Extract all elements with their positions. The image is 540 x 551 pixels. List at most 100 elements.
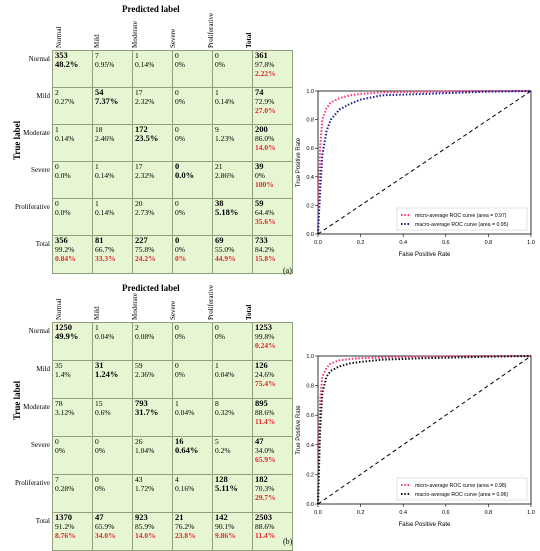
- legend-box: [396, 207, 528, 231]
- matrix-cell-mild-moderate: 59 2.36%: [132, 360, 173, 399]
- total-cell-mild-total: 74 72.9% 27.0%: [252, 87, 293, 125]
- matrix-cell-moderate-severe: 1 0.04%: [172, 398, 213, 437]
- total-cell-total-total: 733 84.2% 15.8%: [252, 235, 293, 274]
- predicted-label-title: Predicted label: [122, 4, 180, 14]
- column-header-total: Total: [245, 32, 253, 48]
- matrix-cell-severe-moderate: 26 1.04%: [132, 436, 173, 475]
- y-tick-label: 0.6: [306, 146, 314, 152]
- cell-count: 47: [95, 512, 104, 522]
- cell-count: 0: [175, 88, 179, 97]
- column-header-moderate: Moderate: [131, 293, 139, 320]
- cell-error-percent: 65.9%: [255, 455, 276, 464]
- x-tick-label: 0.8: [485, 510, 493, 516]
- cell-percent: 2.73%: [135, 208, 155, 217]
- true-label-title: True label: [12, 120, 22, 160]
- total-cell-total-severe: 21 76.2% 23.8%: [172, 512, 213, 551]
- cell-count: 0: [55, 437, 59, 446]
- cell-error-percent: 14.0%: [135, 531, 156, 540]
- y-tick-label: 0.0: [306, 502, 314, 508]
- cell-count: 1: [215, 88, 219, 97]
- matrix-row-severe: 0 0% 0 0% 26 1.04% 16 0.64% 5 0.2% 47 34.0% 65.9%: [52, 436, 293, 475]
- cell-count: 923: [135, 512, 148, 522]
- matrix-cell-mild-normal: 2 0.27%: [52, 87, 93, 125]
- cell-count: 1: [175, 399, 179, 408]
- cell-count: 21: [215, 162, 223, 171]
- cell-percent: 64.4%: [255, 208, 275, 217]
- cell-percent: 2.86%: [215, 171, 235, 180]
- matrix-row-moderate: 1 0.14% 18 2.46% 172 23.5% 0 0% 9 1.23% 200 86.0% 14…: [52, 124, 293, 162]
- cell-count: 1250: [55, 322, 72, 332]
- cell-percent: 0.08%: [135, 332, 155, 341]
- cell-count: 0: [175, 161, 180, 171]
- cell-percent: 91.2%: [55, 522, 75, 531]
- cell-count: 15: [95, 399, 103, 408]
- cell-error-percent: 9.86%: [215, 531, 236, 540]
- cell-percent: 0%: [175, 208, 185, 217]
- cell-percent: 88.6%: [255, 408, 275, 417]
- total-cell-total-moderate: 227 75.8% 24.2%: [132, 235, 173, 274]
- cell-percent: 49.9%: [55, 331, 79, 341]
- matrix-cell-proliferative-proliferative: 38 5.18%: [212, 198, 253, 236]
- cell-percent: 48.2%: [55, 59, 79, 69]
- cell-error-percent: 23.8%: [175, 531, 196, 540]
- x-tick-label: 0.0: [314, 510, 322, 516]
- matrix-row-total: 1370 91.2% 8.76% 47 65.9% 34.0% 923 85.9% 14.0% 2…: [52, 512, 293, 551]
- row-header-proliferative: Proliferative: [15, 479, 50, 487]
- matrix-cell-normal-mild: 7 0.95%: [92, 50, 133, 88]
- cell-percent: 0.16%: [175, 484, 195, 493]
- cell-percent: 0%: [175, 370, 185, 379]
- cell-count: 895: [255, 398, 268, 408]
- matrix-cell-mild-mild: 54 7.37%: [92, 87, 133, 125]
- matrix-cell-proliferative-normal: 7 0.28%: [52, 474, 93, 513]
- row-header-severe: Severe: [30, 166, 50, 174]
- total-cell-normal-total: 361 97.8% 2.22%: [252, 50, 293, 88]
- cell-count: 9: [215, 125, 219, 134]
- total-cell-total-normal: 356 99.2% 0.84%: [52, 235, 93, 274]
- y-tick-label: 0.0: [306, 232, 314, 238]
- matrix-row-severe: 0 0.0% 1 0.14% 17 2.32% 0 0.0% 21 2.86% 39 0% 100%: [52, 161, 293, 199]
- total-cell-moderate-total: 200 86.0% 14.0%: [252, 124, 293, 162]
- cell-count: 356: [55, 235, 68, 245]
- cell-count: 361: [255, 50, 268, 60]
- total-cell-total-moderate: 923 85.9% 14.0%: [132, 512, 173, 551]
- matrix-cell-normal-proliferative: 0 0%: [212, 50, 253, 88]
- matrix-cell-normal-severe: 0 0%: [172, 50, 213, 88]
- cell-percent: 0.04%: [215, 370, 235, 379]
- cell-percent: 85.9%: [135, 522, 155, 531]
- cell-count: 2: [135, 323, 139, 332]
- column-header-total: Total: [245, 304, 253, 320]
- matrix-cell-normal-severe: 0 0%: [172, 322, 213, 361]
- cell-percent: 1.4%: [55, 370, 71, 379]
- matrix-cell-severe-mild: 1 0.14%: [92, 161, 133, 199]
- cell-error-percent: 2.22%: [255, 69, 276, 78]
- cell-count: 0: [55, 162, 59, 171]
- cell-count: 78: [55, 399, 63, 408]
- cell-percent: 90.1%: [215, 522, 235, 531]
- cell-error-percent: 11.4%: [255, 531, 276, 540]
- matrix-cell-moderate-moderate: 793 31.7%: [132, 398, 173, 437]
- cell-count: 17: [135, 88, 143, 97]
- cell-count: 182: [255, 474, 268, 484]
- row-header-normal: Normal: [28, 55, 50, 63]
- cell-percent: 0.0%: [55, 171, 71, 180]
- cell-percent: 2.32%: [135, 171, 155, 180]
- cell-count: 0: [175, 125, 179, 134]
- roc-series-macro: [317, 355, 532, 505]
- matrix-cell-proliferative-normal: 0 0.0%: [52, 198, 93, 236]
- cell-percent: 0.64%: [175, 445, 199, 455]
- cell-error-percent: 33.3%: [95, 254, 116, 263]
- x-tick-label: 1.0: [527, 510, 535, 516]
- total-cell-total-mild: 81 66.7% 33.3%: [92, 235, 133, 274]
- cell-count: 31: [95, 360, 104, 370]
- legend-label: micro-average ROC curve (area = 0.97): [415, 213, 507, 219]
- legend-box: [396, 477, 528, 501]
- cell-percent: 0%: [215, 60, 225, 69]
- cell-count: 353: [55, 50, 68, 60]
- cell-percent: 65.9%: [95, 522, 115, 531]
- cell-percent: 0.14%: [135, 60, 155, 69]
- cell-count: 0: [55, 199, 59, 208]
- matrix-cell-moderate-normal: 78 3.12%: [52, 398, 93, 437]
- cell-percent: 75.8%: [135, 245, 155, 254]
- cell-count: 7: [95, 51, 99, 60]
- cell-count: 47: [255, 436, 264, 446]
